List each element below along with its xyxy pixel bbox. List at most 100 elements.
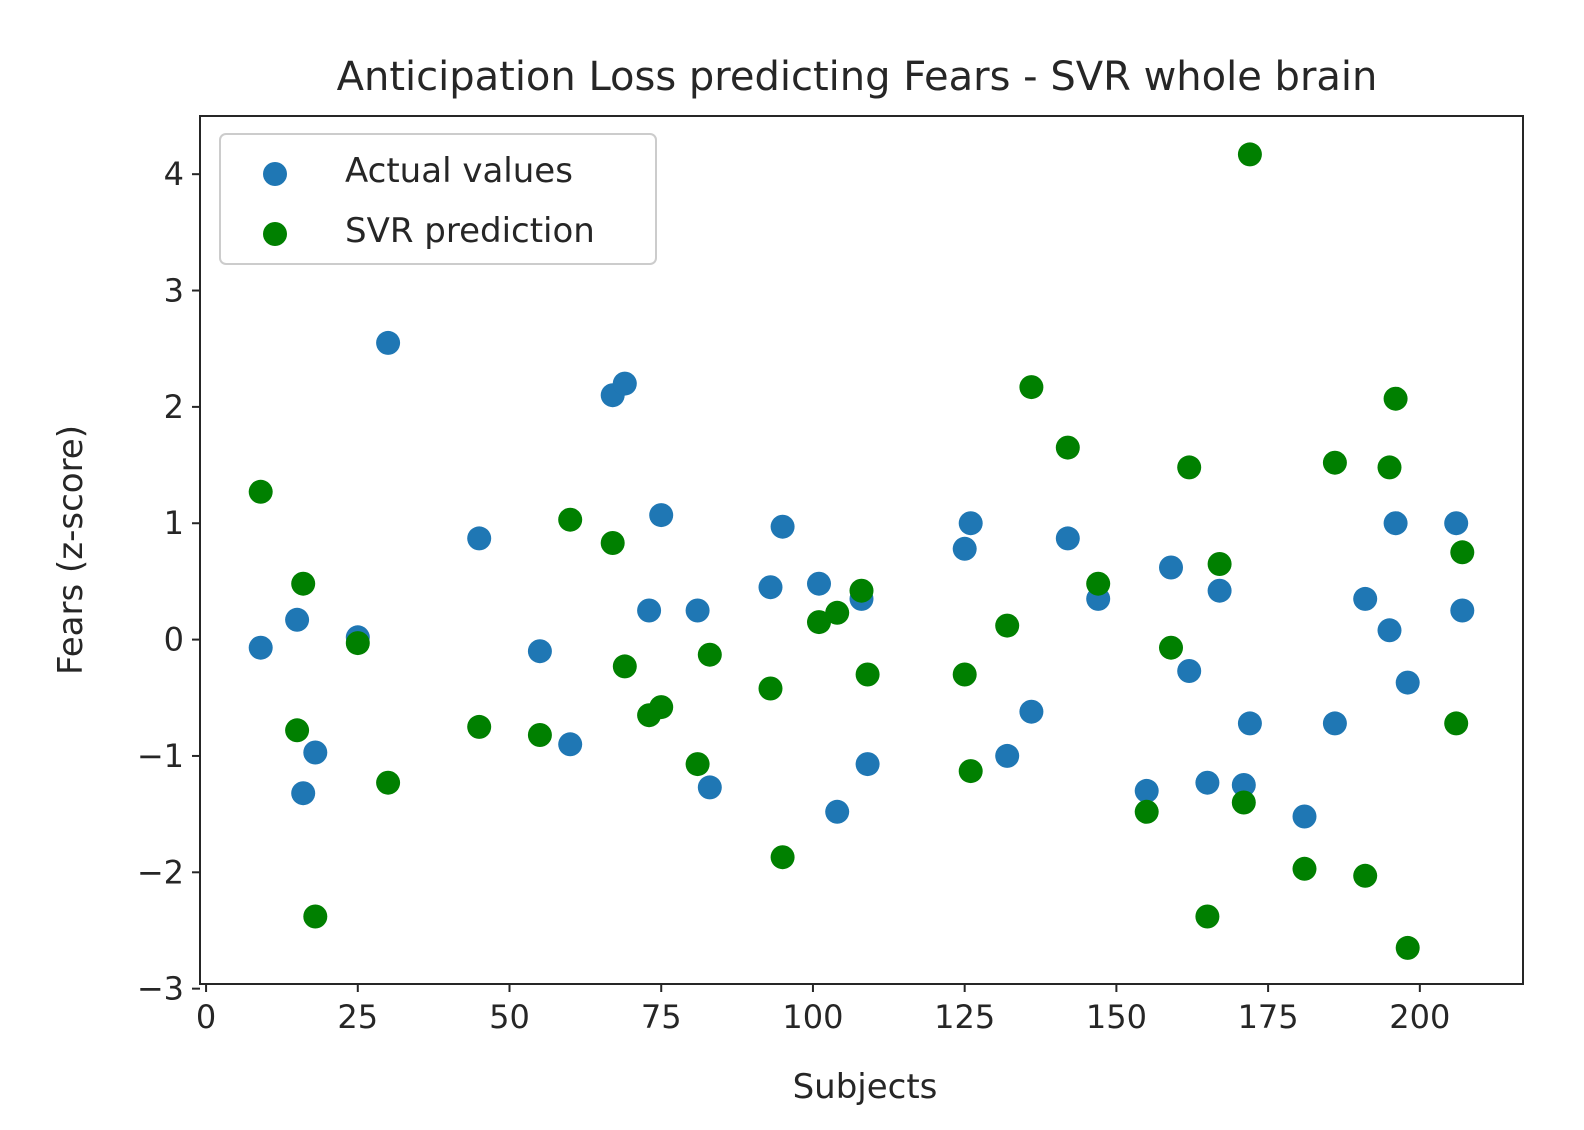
point-svr-prediction-1: [285, 718, 310, 743]
y-tick-label-0: 0: [164, 621, 184, 659]
point-actual-values-22: [958, 511, 983, 536]
point-actual-values-31: [1207, 578, 1232, 603]
point-actual-values-24: [1019, 699, 1044, 724]
x-tick-label-100: 100: [782, 998, 843, 1036]
point-svr-prediction-4: [345, 631, 370, 656]
point-svr-prediction-6: [467, 714, 492, 739]
point-svr-prediction-23: [995, 613, 1020, 638]
point-svr-prediction-26: [1086, 571, 1111, 596]
legend-marker-actual-values: [263, 162, 287, 186]
x-tick-label-200: 200: [1389, 998, 1450, 1036]
point-svr-prediction-25: [1055, 435, 1080, 460]
point-svr-prediction-12: [649, 695, 674, 720]
point-actual-values-40: [1444, 511, 1469, 536]
legend-label-svr-prediction: SVR prediction: [345, 211, 595, 251]
y-tick-label-3: 3: [164, 272, 184, 310]
point-actual-values-37: [1377, 618, 1402, 643]
y-tick-label--1: −1: [137, 737, 184, 775]
point-actual-values-11: [637, 598, 662, 623]
y-tick-label-1: 1: [164, 504, 184, 542]
point-svr-prediction-34: [1292, 856, 1317, 881]
point-actual-values-7: [527, 639, 552, 664]
point-actual-values-2: [291, 781, 316, 806]
point-svr-prediction-0: [248, 479, 273, 504]
plot-area-frame: [199, 115, 1524, 985]
y-tick-label-2: 2: [164, 388, 184, 426]
point-svr-prediction-17: [807, 610, 831, 635]
y-axis-ticks: −3 −2 −1 0 1 2 3 4: [137, 155, 200, 1008]
point-actual-values-35: [1322, 711, 1347, 736]
x-tick-label-75: 75: [641, 998, 682, 1036]
point-svr-prediction-7: [527, 723, 552, 747]
legend-box: [219, 133, 657, 265]
x-tick-label-125: 125: [934, 998, 995, 1036]
point-actual-values-33: [1237, 711, 1262, 736]
point-svr-prediction-3: [303, 904, 328, 929]
points-layer: [248, 142, 1475, 960]
point-actual-values-5: [376, 330, 401, 355]
point-svr-prediction-39: [1395, 935, 1420, 960]
y-tick-label-4: 4: [164, 155, 184, 193]
point-svr-prediction-9: [600, 531, 625, 555]
point-actual-values-39: [1395, 670, 1420, 695]
point-actual-values-13: [685, 598, 710, 623]
point-actual-values-8: [558, 732, 583, 757]
point-svr-prediction-15: [758, 676, 783, 701]
point-actual-values-28: [1159, 555, 1183, 580]
point-actual-values-10: [612, 371, 637, 396]
point-svr-prediction-33: [1237, 142, 1262, 167]
point-actual-values-18: [825, 799, 850, 824]
point-svr-prediction-40: [1444, 711, 1469, 736]
point-svr-prediction-35: [1322, 450, 1347, 475]
point-actual-values-6: [467, 526, 492, 551]
x-tick-label-0: 0: [196, 998, 216, 1036]
point-svr-prediction-14: [697, 642, 722, 667]
point-svr-prediction-36: [1353, 863, 1378, 888]
point-actual-values-36: [1353, 586, 1378, 611]
point-svr-prediction-30: [1195, 904, 1220, 929]
point-actual-values-17: [807, 571, 831, 596]
x-axis-label: Subjects: [793, 1067, 938, 1107]
point-svr-prediction-32: [1231, 790, 1256, 815]
point-svr-prediction-28: [1159, 635, 1183, 660]
legend: Actual values SVR prediction: [219, 133, 657, 265]
point-actual-values-21: [952, 536, 977, 561]
point-actual-values-38: [1383, 511, 1408, 536]
point-svr-prediction-16: [770, 845, 795, 870]
point-actual-values-14: [697, 775, 722, 800]
x-tick-label-50: 50: [489, 998, 530, 1036]
point-svr-prediction-24: [1019, 375, 1044, 400]
point-svr-prediction-21: [952, 662, 977, 687]
point-svr-prediction-29: [1177, 455, 1202, 480]
point-svr-prediction-5: [376, 770, 401, 795]
legend-label-actual-values: Actual values: [345, 151, 573, 191]
point-actual-values-1: [285, 607, 310, 632]
point-actual-values-3: [303, 740, 328, 765]
chart-title: Anticipation Loss predicting Fears - SVR…: [337, 54, 1378, 100]
point-svr-prediction-19: [849, 578, 874, 603]
point-svr-prediction-13: [685, 752, 710, 777]
legend-marker-svr-prediction: [263, 222, 287, 246]
y-tick-label--3: −3: [137, 970, 184, 1008]
point-actual-values-0: [248, 635, 273, 660]
point-svr-prediction-2: [291, 571, 316, 596]
x-tick-label-25: 25: [337, 998, 378, 1036]
point-svr-prediction-18: [825, 600, 850, 625]
point-svr-prediction-22: [958, 759, 983, 784]
point-svr-prediction-41: [1450, 540, 1475, 565]
point-actual-values-15: [758, 575, 783, 600]
point-svr-prediction-37: [1377, 455, 1402, 480]
y-tick-label--2: −2: [137, 853, 184, 891]
x-axis-ticks: 0 25 50 75 100 125 150 175 200: [196, 984, 1450, 1036]
point-actual-values-27: [1134, 778, 1159, 803]
point-actual-values-30: [1195, 770, 1220, 795]
x-tick-label-150: 150: [1086, 998, 1147, 1036]
point-actual-values-34: [1292, 804, 1317, 829]
point-svr-prediction-8: [558, 507, 583, 532]
point-svr-prediction-27: [1134, 799, 1159, 824]
x-tick-label-175: 175: [1238, 998, 1299, 1036]
point-actual-values-16: [770, 514, 795, 539]
point-svr-prediction-31: [1207, 552, 1232, 576]
point-svr-prediction-10: [612, 654, 637, 679]
